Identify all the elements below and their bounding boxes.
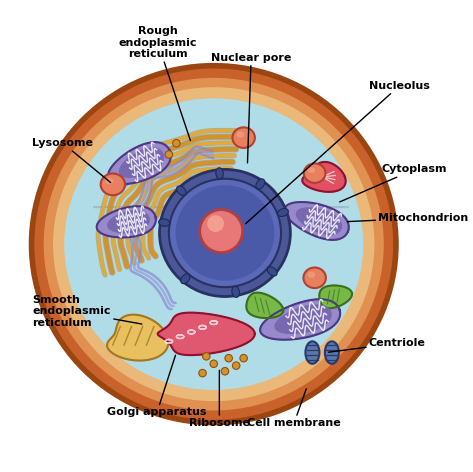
Polygon shape bbox=[297, 208, 342, 235]
Circle shape bbox=[210, 360, 218, 368]
Text: Nucleolus: Nucleolus bbox=[245, 81, 430, 224]
Ellipse shape bbox=[304, 163, 325, 183]
Circle shape bbox=[165, 151, 173, 158]
Ellipse shape bbox=[232, 127, 255, 148]
Ellipse shape bbox=[216, 168, 223, 179]
Ellipse shape bbox=[176, 186, 186, 195]
Polygon shape bbox=[108, 211, 149, 233]
Polygon shape bbox=[284, 202, 349, 240]
Ellipse shape bbox=[175, 185, 274, 281]
Ellipse shape bbox=[158, 219, 170, 227]
Ellipse shape bbox=[325, 341, 339, 364]
Circle shape bbox=[240, 354, 247, 362]
Text: Cytoplasm: Cytoplasm bbox=[340, 164, 447, 202]
Ellipse shape bbox=[236, 132, 244, 138]
Ellipse shape bbox=[307, 167, 315, 173]
Text: Lysosome: Lysosome bbox=[33, 138, 111, 183]
Text: Nuclear pore: Nuclear pore bbox=[211, 53, 291, 163]
Polygon shape bbox=[246, 293, 283, 318]
Ellipse shape bbox=[159, 169, 290, 296]
Circle shape bbox=[225, 354, 232, 362]
Text: Cell membrane: Cell membrane bbox=[247, 389, 341, 428]
Ellipse shape bbox=[35, 68, 393, 420]
Circle shape bbox=[207, 215, 224, 232]
Text: Mitochondrion: Mitochondrion bbox=[347, 213, 468, 223]
Circle shape bbox=[199, 370, 206, 377]
Ellipse shape bbox=[306, 341, 319, 364]
Ellipse shape bbox=[304, 268, 326, 288]
Ellipse shape bbox=[64, 98, 363, 390]
Polygon shape bbox=[108, 142, 171, 184]
Circle shape bbox=[202, 353, 210, 360]
Polygon shape bbox=[158, 312, 255, 355]
Ellipse shape bbox=[256, 179, 265, 189]
Ellipse shape bbox=[101, 174, 125, 195]
Text: Ribosome: Ribosome bbox=[189, 371, 250, 428]
Polygon shape bbox=[96, 206, 156, 237]
Ellipse shape bbox=[169, 179, 281, 287]
Polygon shape bbox=[260, 299, 340, 340]
Polygon shape bbox=[120, 148, 164, 177]
Circle shape bbox=[200, 210, 243, 253]
Ellipse shape bbox=[29, 63, 399, 425]
Ellipse shape bbox=[105, 178, 114, 185]
Ellipse shape bbox=[232, 287, 239, 297]
Text: Golgi apparatus: Golgi apparatus bbox=[107, 355, 207, 417]
Ellipse shape bbox=[307, 272, 315, 278]
Circle shape bbox=[173, 140, 180, 147]
Ellipse shape bbox=[53, 87, 375, 401]
Polygon shape bbox=[275, 305, 331, 333]
Text: Smooth
endoplasmic
reticulum: Smooth endoplasmic reticulum bbox=[33, 295, 142, 328]
Ellipse shape bbox=[267, 267, 277, 276]
Circle shape bbox=[221, 368, 228, 375]
Text: Centriole: Centriole bbox=[329, 338, 426, 352]
Ellipse shape bbox=[181, 274, 190, 284]
Ellipse shape bbox=[44, 78, 384, 411]
Polygon shape bbox=[302, 162, 346, 192]
Circle shape bbox=[232, 362, 240, 370]
Text: Rough
endoplasmic
reticulum: Rough endoplasmic reticulum bbox=[118, 26, 197, 141]
Ellipse shape bbox=[278, 209, 289, 217]
Polygon shape bbox=[107, 315, 168, 361]
Polygon shape bbox=[319, 286, 352, 308]
